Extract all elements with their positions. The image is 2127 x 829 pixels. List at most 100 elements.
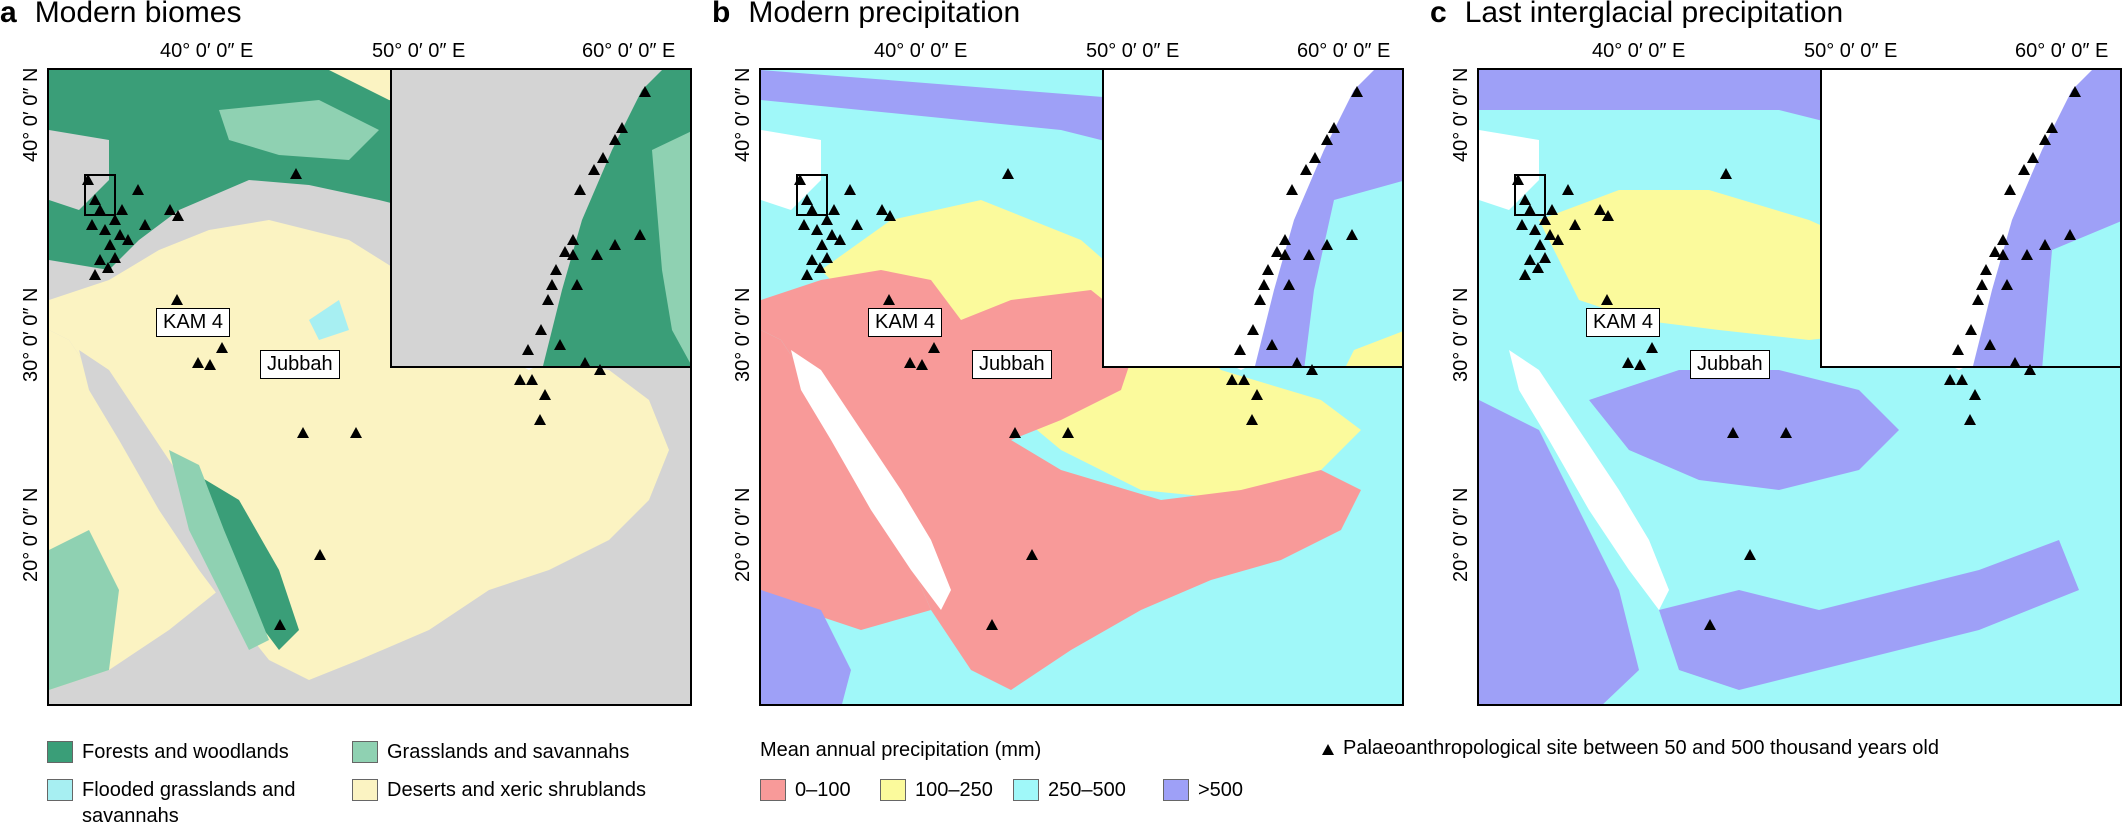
site-marker-triangle-icon <box>1516 219 1528 230</box>
site-marker-triangle-icon <box>2039 239 2051 250</box>
inset-b-100 <box>1346 331 1402 366</box>
site-marker-triangle-icon <box>1976 279 1988 290</box>
inset-c <box>1820 68 2122 368</box>
inset-b-250 <box>1304 181 1402 366</box>
inset-c-svg <box>1822 70 2120 366</box>
site-marker-triangle-icon <box>216 342 228 353</box>
site-marker-triangle-icon <box>1306 364 1318 375</box>
lat-tick-30-a: 30° 0′ 0″ N <box>20 287 42 382</box>
site-marker-triangle-icon <box>539 389 551 400</box>
site-marker-triangle-icon <box>1266 339 1278 350</box>
site-marker-triangle-icon <box>1544 229 1556 240</box>
jubbah-label-b: Jubbah <box>972 350 1052 379</box>
site-marker-triangle-icon <box>102 262 114 273</box>
site-marker-triangle-icon <box>116 204 128 215</box>
site-marker-triangle-icon <box>1026 549 1038 560</box>
site-marker-triangle-icon <box>1519 269 1531 280</box>
red-sea <box>791 350 951 610</box>
inset-a-svg <box>392 70 690 366</box>
legend-label-flooded: Flooded grasslands and savannahs <box>82 779 296 827</box>
site-marker-triangle-icon <box>139 219 151 230</box>
site-marker-triangle-icon <box>1997 249 2009 260</box>
site-marker-triangle-icon <box>1321 239 1333 250</box>
site-marker-triangle-icon <box>1258 279 1270 290</box>
site-marker-triangle-icon <box>2018 164 2030 175</box>
lon-tick-60-a: 60° 0′ 0″ E <box>582 40 676 62</box>
legend-label-grassland: Grasslands and savannahs <box>387 741 630 763</box>
lig-500-south <box>1659 540 2079 690</box>
site-marker-triangle-icon <box>579 357 591 368</box>
site-marker-triangle-icon <box>104 239 116 250</box>
site-marker-triangle-icon <box>314 549 326 560</box>
site-marker-triangle-icon <box>1569 219 1581 230</box>
site-marker-triangle-icon <box>559 246 571 257</box>
site-marker-triangle-icon <box>1519 194 1531 205</box>
jubbah-label-c: Jubbah <box>1690 350 1770 379</box>
panel-c: c Last interglacial precipitation 40° 0′ … <box>1430 0 2127 720</box>
site-marker-triangle-icon <box>884 210 896 221</box>
kam4-label-a: KAM 4 <box>156 308 231 337</box>
site-marker-triangle-icon <box>1247 324 1259 335</box>
site-marker-triangle-icon <box>1251 389 1263 400</box>
site-marker-triangle-icon <box>192 357 204 368</box>
inset-b <box>1102 68 1404 368</box>
site-marker-triangle-icon <box>794 174 806 185</box>
site-marker-triangle-icon <box>828 204 840 215</box>
site-marker-triangle-icon <box>639 86 651 97</box>
site-marker-triangle-icon <box>1944 374 1956 385</box>
site-marker-triangle-icon <box>542 294 554 305</box>
site-marker-triangle-icon <box>1989 246 2001 257</box>
lig-500-africa <box>1479 400 1639 704</box>
site-marker-triangle-icon <box>1279 234 1291 245</box>
inset-a <box>390 68 692 368</box>
site-marker-triangle-icon <box>1646 342 1658 353</box>
site-marker-triangle-icon <box>94 254 106 265</box>
site-marker-triangle-icon <box>109 214 121 225</box>
site-marker-triangle-icon <box>94 204 106 215</box>
site-marker-triangle-icon <box>1984 339 1996 350</box>
site-marker-triangle-icon <box>806 254 818 265</box>
site-marker-triangle-icon <box>1002 168 1014 179</box>
site-marker-triangle-icon <box>1246 414 1258 425</box>
site-marker-triangle-icon <box>1524 254 1536 265</box>
site-marker-triangle-icon <box>172 210 184 221</box>
site-marker-triangle-icon <box>164 204 176 215</box>
legend-swatch-forest <box>47 741 73 763</box>
panel-b: b Modern precipitation 40° 0′ 0″ E 50° 0′… <box>712 0 1412 720</box>
site-marker-triangle-icon <box>574 184 586 195</box>
site-marker-triangle-icon <box>82 174 94 185</box>
site-marker-triangle-icon <box>99 224 111 235</box>
lon-tick-50-a: 50° 0′ 0″ E <box>372 40 466 62</box>
lig-500-central <box>1589 370 1899 490</box>
site-marker-triangle-icon <box>1964 414 1976 425</box>
site-marker-triangle-icon <box>1965 324 1977 335</box>
site-marker-triangle-icon <box>171 294 183 305</box>
site-marker-triangle-icon <box>821 252 833 263</box>
site-marker-triangle-icon <box>535 324 547 335</box>
site-marker-triangle-icon <box>86 219 98 230</box>
lat-tick-20-c: 20° 0′ 0″ N <box>1450 487 1472 582</box>
legend-swatch-desert <box>352 779 378 801</box>
site-marker-triangle-icon <box>1969 389 1981 400</box>
site-marker-triangle-icon <box>1234 344 1246 355</box>
mediterranean-b <box>761 130 821 210</box>
site-marker-triangle-icon <box>1546 204 1558 215</box>
site-marker-triangle-icon <box>928 342 940 353</box>
site-marker-triangle-icon <box>1534 239 1546 250</box>
site-marker-triangle-icon <box>1279 249 1291 260</box>
site-marker-triangle-icon <box>1532 262 1544 273</box>
site-marker-triangle-icon <box>1539 252 1551 263</box>
site-marker-triangle-icon <box>274 619 286 630</box>
legend-swatch-p100 <box>880 779 906 801</box>
site-marker-triangle-icon <box>801 194 813 205</box>
site-marker-triangle-icon <box>806 204 818 215</box>
site-marker-triangle-icon <box>554 339 566 350</box>
site-marker-triangle-icon <box>883 294 895 305</box>
panel-c-title: c Last interglacial precipitation <box>1430 0 1843 30</box>
legend-site-triangle-icon <box>1322 744 1334 755</box>
site-marker-triangle-icon <box>1552 234 1564 245</box>
site-marker-triangle-icon <box>2009 357 2021 368</box>
inset-b-svg <box>1104 70 1402 366</box>
levant-box-c <box>1514 174 1546 216</box>
site-marker-triangle-icon <box>588 164 600 175</box>
